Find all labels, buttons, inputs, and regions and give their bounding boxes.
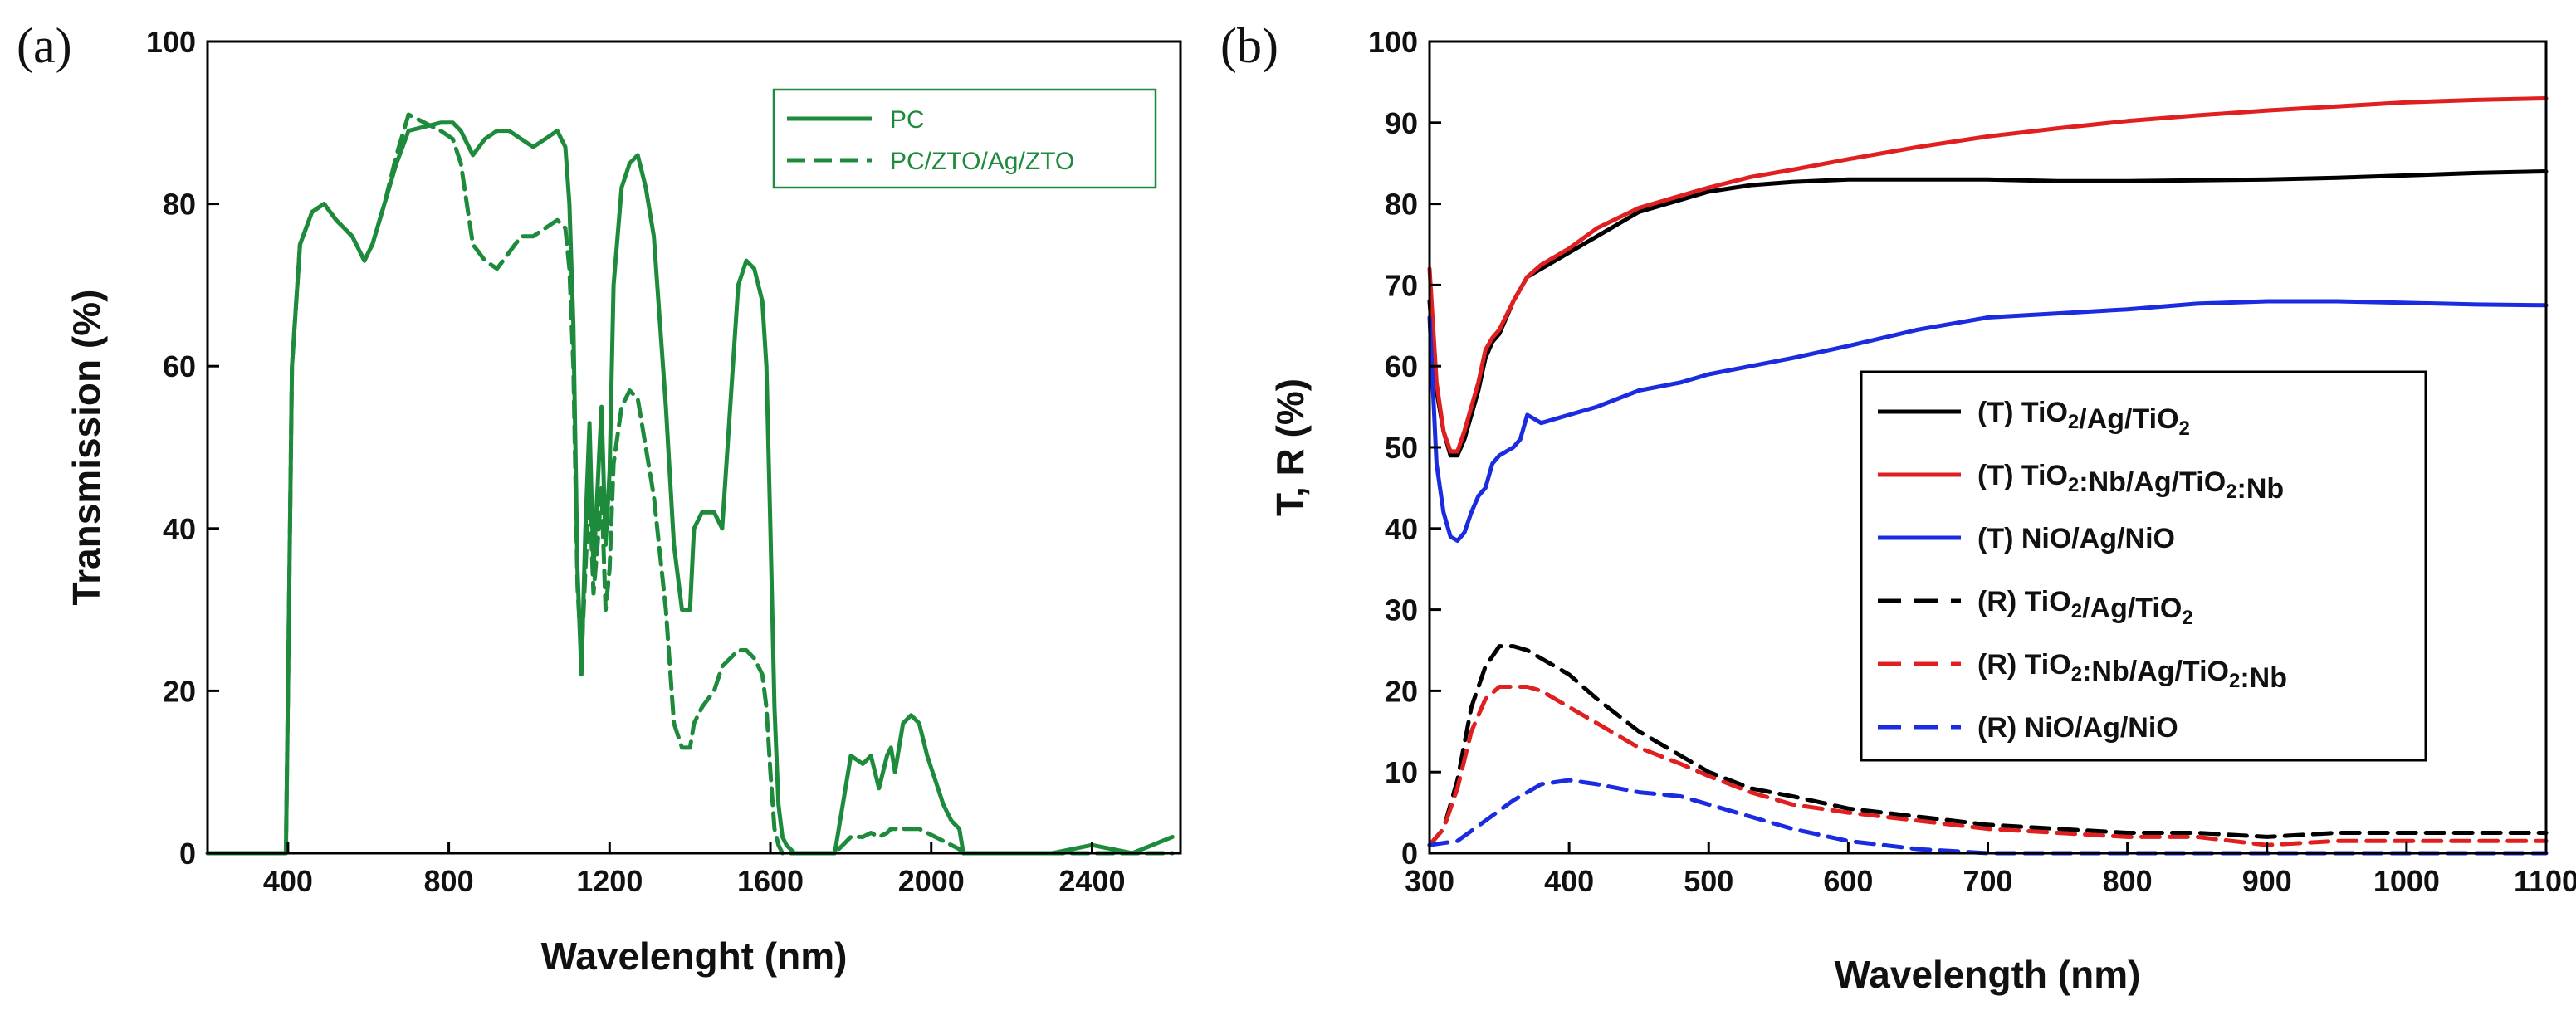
series-line-3 — [1427, 644, 2549, 847]
chart-b: (b) 300 400 500 600 700 800 900 1000 11000102030… — [1220, 18, 2576, 996]
x-tick-label: 400 — [263, 864, 313, 898]
y-tick-label: 70 — [1385, 268, 1418, 302]
y-tick-label: 40 — [1385, 512, 1418, 546]
x-tick-label: 500 — [1684, 864, 1733, 898]
panel-label-b: (b) — [1220, 18, 1278, 73]
y-tick-label: 10 — [1385, 755, 1418, 789]
legend-label-pc-zto: PC/ZTO/Ag/ZTO — [890, 148, 1074, 175]
series-group-a — [205, 112, 1175, 856]
x-axis-label-b: Wavelength (nm) — [1835, 953, 2141, 996]
legend-label-b-1: (T) TiO2:Nb/Ag/TiO2:Nb — [1977, 460, 2284, 505]
legend-label-b-0: (T) TiO2/Ag/TiO2 — [1977, 397, 2190, 440]
series-group-b — [1427, 96, 2549, 856]
legend-b: (T) TiO2/Ag/TiO2 (T) TiO2:Nb/Ag/TiO2:Nb (T… — [1860, 370, 2427, 762]
legend-box-b — [1860, 370, 2427, 762]
chart-a: (a) 400 800 1200 1600 2000 2400 0 20 40 60 80 100 W… — [17, 18, 1182, 978]
y-tick-label: 30 — [1385, 593, 1418, 627]
x-tick-label: 1100 — [2514, 864, 2576, 898]
x-tick-label: 1200 — [576, 864, 643, 898]
y-tick-label: 60 — [1385, 349, 1418, 383]
y-tick-label: 60 — [163, 349, 196, 383]
y-tick-label: 40 — [163, 512, 196, 546]
x-axis-label-a: Wavelenght (nm) — [541, 935, 848, 978]
legend-label-pc: PC — [890, 106, 925, 134]
y-tick-label: 100 — [1368, 25, 1418, 59]
series-line-1 — [205, 112, 1175, 856]
y-tick-label: 0 — [179, 837, 196, 871]
x-tick-label: 900 — [2242, 864, 2292, 898]
y-axis-label-b: T, R (%) — [1268, 378, 1312, 516]
plot-frame-a — [206, 40, 1182, 855]
x-tick-label: 2400 — [1058, 864, 1125, 898]
series-line-2 — [1427, 299, 2549, 543]
legend-label-b-4: (R) TiO2:Nb/Ag/TiO2:Nb — [1977, 649, 2287, 694]
legend-label-b-2: (T) NiO/Ag/NiO — [1977, 523, 2175, 554]
x-tick-label: 800 — [2103, 864, 2153, 898]
y-tick-label: 80 — [163, 188, 196, 222]
y-tick-label: 90 — [1385, 106, 1418, 140]
x-tick-label: 700 — [1963, 864, 2012, 898]
y-axis-label-a: Transmission (%) — [65, 290, 108, 606]
x-tick-label: 800 — [424, 864, 474, 898]
y-tick-label: 50 — [1385, 431, 1418, 465]
x-tick-label: 1600 — [737, 864, 804, 898]
series-line-1 — [1427, 96, 2549, 454]
series-line-4 — [1427, 685, 2549, 847]
x-tick-label: 600 — [1823, 864, 1873, 898]
legend-label-b-5: (R) NiO/Ag/NiO — [1977, 712, 2178, 744]
x-tick-label: 300 — [1405, 864, 1454, 898]
x-tick-label: 400 — [1544, 864, 1594, 898]
x-tick-label: 1000 — [2373, 864, 2440, 898]
y-tick-label: 20 — [163, 674, 196, 708]
series-line-0 — [1427, 169, 2549, 458]
panel-label-a: (a) — [17, 18, 72, 73]
y-tick-label: 100 — [146, 25, 196, 59]
legend-box-a — [772, 88, 1157, 189]
ticks-a: 400 800 1200 1600 2000 2400 0 20 40 60 80 100 — [146, 25, 1126, 898]
legend-a: PC PC/ZTO/Ag/ZTO — [772, 88, 1157, 189]
legend-label-b-3: (R) TiO2/Ag/TiO2 — [1977, 586, 2193, 629]
x-tick-label: 2000 — [898, 864, 965, 898]
y-tick-label: 20 — [1385, 674, 1418, 708]
y-tick-label: 0 — [1401, 837, 1418, 871]
series-line-0 — [205, 120, 1175, 856]
ticks-b: 300 400 500 600 700 800 900 1000 1100 0 10 20 30 40 50… — [1368, 25, 2576, 898]
y-tick-label: 80 — [1385, 188, 1418, 222]
